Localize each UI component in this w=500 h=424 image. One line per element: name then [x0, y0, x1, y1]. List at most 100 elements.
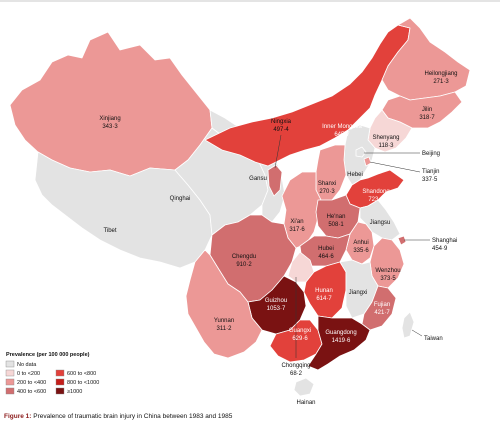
label-shenyang: Shenyang 118·3 — [372, 135, 399, 149]
svg-text:Shanghai: Shanghai — [432, 238, 457, 244]
province-shanxi — [315, 144, 347, 203]
svg-text:Guangdong: Guangdong — [325, 330, 356, 336]
legend-swatch — [55, 378, 65, 386]
leader-tianjin — [369, 161, 421, 173]
province-jiangsu — [359, 199, 401, 241]
svg-text:Heilongjiang: Heilongjiang — [424, 71, 457, 77]
label-fujian: Fujian 421·7 — [374, 302, 391, 316]
label-jiangsu: Jiangsu — [370, 220, 391, 226]
legend-item-1000-plus: ≥1000 — [55, 387, 82, 395]
province-taiwan — [401, 311, 415, 339]
legend-swatch — [5, 369, 15, 377]
legend-item-800-1000: 800 to <1000 — [55, 378, 99, 386]
province-guangdong — [307, 315, 371, 371]
svg-text:270·3: 270·3 — [319, 189, 335, 195]
svg-text:0 to <200: 0 to <200 — [17, 371, 40, 377]
label-beijing: Beijing — [422, 151, 440, 157]
svg-text:337·5: 337·5 — [422, 177, 438, 183]
svg-text:Chongqing: Chongqing — [281, 363, 310, 369]
svg-text:629·6: 629·6 — [292, 336, 308, 342]
province-hunan — [303, 261, 347, 319]
svg-text:343·3: 343·3 — [102, 124, 118, 130]
label-ningxia: Ningxia 497·4 — [271, 119, 292, 133]
svg-text:645·7: 645·7 — [334, 132, 350, 138]
label-taiwan: Taiwan — [424, 336, 443, 342]
label-gansu: Gansu — [249, 176, 267, 182]
province-beijing — [355, 146, 367, 158]
label-anhui: Anhui 335·6 — [353, 240, 369, 254]
province-yunnan — [185, 249, 263, 359]
province-anhui — [345, 221, 375, 265]
label-wenzhou: Wenzhou 373·5 — [375, 268, 400, 282]
svg-text:He'nan: He'nan — [327, 214, 346, 220]
label-guizhou: Guizhou 1053·7 — [265, 298, 287, 312]
label-guangdong: Guangdong 1419·6 — [325, 330, 356, 344]
svg-text:Shanxi: Shanxi — [318, 181, 336, 187]
label-qinghai: Qinghai — [170, 196, 191, 202]
label-hebei: Hebei — [347, 172, 363, 178]
svg-text:271·3: 271·3 — [433, 79, 449, 85]
legend-item-600-800: 600 to <800 — [55, 369, 96, 377]
legend-swatch — [55, 387, 65, 395]
label-guangxi: Guangxi 629·6 — [289, 328, 311, 342]
svg-text:Shandong: Shandong — [362, 189, 389, 195]
label-shandong: Shandong 723·8 — [362, 189, 389, 203]
figure-caption-text: Prevalence of traumatic brain injury in … — [31, 413, 232, 420]
svg-text:508·1: 508·1 — [328, 222, 344, 228]
label-shanghai: Shanghai 454·9 — [432, 238, 457, 252]
svg-text:464·6: 464·6 — [318, 254, 334, 260]
svg-text:723·8: 723·8 — [368, 197, 384, 203]
svg-text:Guangxi: Guangxi — [289, 328, 311, 334]
province-shenyang — [367, 109, 413, 153]
figure-number: Figure 1: — [4, 413, 31, 420]
svg-text:Xi'an: Xi'an — [290, 219, 303, 225]
svg-text:68·2: 68·2 — [290, 371, 303, 377]
svg-text:Guizhou: Guizhou — [265, 298, 287, 304]
label-chengdu: Chengdu 910·2 — [232, 254, 256, 268]
label-yunnan: Yunnan 311·2 — [214, 318, 234, 332]
svg-text:318·7: 318·7 — [419, 115, 435, 121]
svg-text:118·3: 118·3 — [379, 143, 395, 149]
svg-text:Fujian: Fujian — [374, 302, 390, 308]
svg-text:No data: No data — [17, 362, 37, 368]
svg-text:Wenzhou: Wenzhou — [375, 268, 400, 274]
svg-text:421·7: 421·7 — [374, 310, 390, 316]
svg-text:Hunan: Hunan — [315, 288, 333, 294]
svg-text:497·4: 497·4 — [273, 127, 289, 133]
legend-swatch — [5, 387, 15, 395]
label-xinjiang: Xinjiang 343·3 — [99, 116, 120, 130]
legend-item-400-600: 400 to <600 — [5, 387, 46, 395]
label-hubei: Hubei 464·6 — [318, 246, 334, 260]
svg-text:200 to <400: 200 to <400 — [17, 380, 46, 386]
legend-item-200-400: 200 to <400 — [5, 378, 46, 386]
svg-text:Tianjin: Tianjin — [422, 169, 439, 175]
legend: Prevalence (per 100 000 people) No data … — [5, 352, 99, 395]
svg-text:Yunnan: Yunnan — [214, 318, 234, 324]
label-tianjin: Tianjin 337·5 — [422, 169, 439, 183]
label-jilin: Jilin 318·7 — [419, 107, 435, 121]
svg-text:Jilin: Jilin — [422, 107, 432, 113]
label-henan: He'nan 508·1 — [327, 214, 346, 228]
province-shanghai — [397, 235, 407, 246]
svg-text:400 to <600: 400 to <600 — [17, 389, 46, 395]
svg-text:Xinjiang: Xinjiang — [99, 116, 120, 122]
leader-ningxia — [274, 134, 282, 169]
label-jiangxi: Jiangxi — [349, 290, 368, 296]
legend-item-no-data: No data — [5, 360, 37, 368]
svg-text:1419·6: 1419·6 — [332, 338, 351, 344]
province-fujian — [361, 285, 397, 331]
svg-text:335·6: 335·6 — [353, 248, 369, 254]
svg-text:Hubei: Hubei — [318, 246, 334, 252]
province-shaanxi — [281, 171, 323, 249]
province-tianjin — [363, 156, 372, 167]
svg-text:317·6: 317·6 — [289, 227, 305, 233]
province-hainan — [293, 377, 315, 397]
svg-text:373·5: 373·5 — [380, 276, 396, 282]
legend-title: Prevalence (per 100 000 people) — [6, 352, 90, 358]
svg-text:Inner Mongolia: Inner Mongolia — [322, 124, 362, 130]
figure-caption: Figure 1: Prevalence of traumatic brain … — [4, 413, 233, 420]
svg-text:454·9: 454·9 — [432, 246, 448, 252]
svg-text:910·2: 910·2 — [236, 262, 252, 268]
svg-text:Shenyang: Shenyang — [372, 135, 399, 141]
